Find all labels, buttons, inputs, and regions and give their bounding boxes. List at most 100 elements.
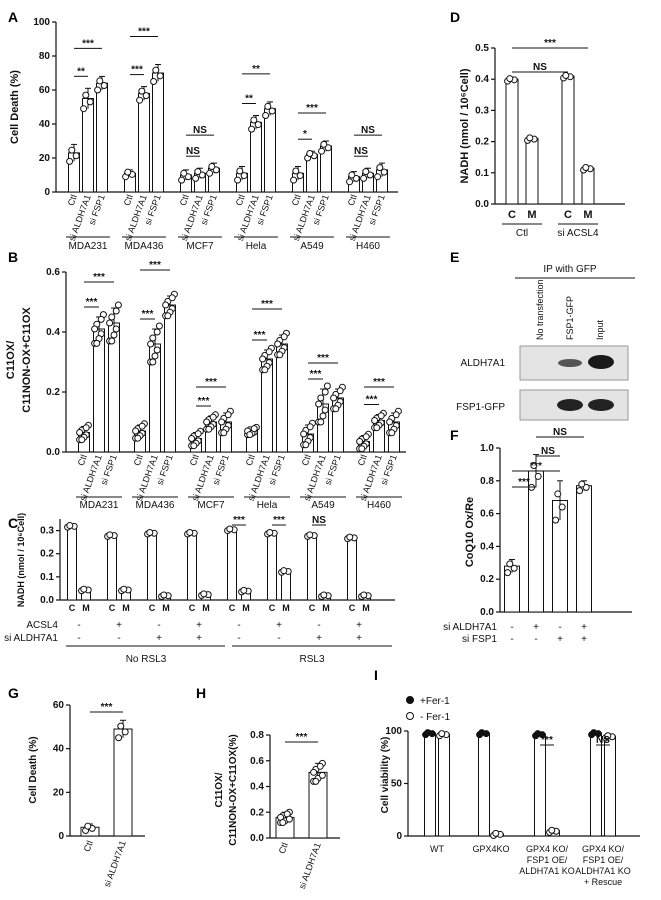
chart-c-condition-sign: +	[356, 633, 362, 644]
chart-b-point	[300, 430, 308, 438]
chart-b-ylabel: C11NON-OX+C11OX	[21, 307, 33, 413]
chart-a-bar	[138, 92, 150, 193]
chart-b-point	[138, 422, 146, 430]
panel-label-b: B	[8, 249, 18, 265]
chart-c-condition-label: No RSL3	[126, 654, 167, 665]
chart-g-point	[84, 822, 92, 830]
chart-c-significance: ***	[233, 515, 245, 526]
chart-f-significance: ***	[530, 461, 542, 472]
chart-f-significance: NS	[541, 446, 555, 457]
blot-band	[557, 399, 583, 411]
panel-label-c: C	[8, 515, 18, 531]
chart-c-tick-label: C	[309, 603, 316, 613]
chart-a-bar	[152, 72, 164, 193]
chart-c-y-tick-label: 0.1	[40, 572, 54, 583]
chart-b-point	[162, 301, 170, 309]
chart-c-significance: ***	[273, 515, 285, 526]
chart-d-significance: ***	[544, 38, 556, 49]
chart-b-point	[276, 351, 284, 359]
chart-a-point	[138, 87, 146, 95]
chart-f-condition-sign: +	[581, 634, 587, 645]
chart-b-significance: ***	[366, 395, 378, 406]
chart-b-point	[132, 427, 140, 435]
chart-c-tick-label: C	[229, 603, 236, 613]
chart-h-y-tick-label: 0.0	[250, 833, 264, 844]
chart-i-tick-label: + Rescue	[584, 877, 622, 887]
chart-b-point	[91, 325, 99, 333]
chart-a-significance: ***	[82, 38, 94, 49]
chart-f-point	[578, 480, 586, 488]
chart-b-point	[218, 418, 226, 426]
chart-g-y-tick-label: 40	[53, 744, 65, 755]
chart-a-group-label: A549	[300, 241, 324, 252]
chart-a-point	[80, 105, 88, 113]
chart-b-point	[112, 307, 120, 315]
chart-a-point	[346, 178, 354, 186]
chart-i-point	[604, 732, 612, 740]
chart-a-group-label: MDA231	[69, 241, 108, 252]
chart-c-condition-sign: +	[276, 620, 282, 631]
chart-b-point	[134, 434, 142, 442]
chart-d-bar	[525, 137, 539, 205]
legend-marker-plus-fer1	[406, 696, 414, 704]
chart-i-bar	[590, 732, 602, 837]
panel-label-f: F	[450, 427, 459, 443]
chart-b-significance: ***	[254, 330, 266, 341]
chart-b-point	[97, 315, 105, 323]
chart-b-tick-label: Ctl	[356, 453, 369, 467]
chart-h-point	[285, 815, 293, 823]
chart-d-y-tick-label: 0.0	[475, 199, 489, 210]
chart-b-point	[151, 352, 159, 360]
chart-b-point	[78, 436, 86, 444]
chart-c-point	[360, 591, 368, 599]
chart-h-point	[312, 777, 320, 785]
chart-c-point	[306, 531, 314, 539]
chart-g-tick-label: si ALDH7A1	[102, 839, 128, 888]
chart-c-point	[280, 567, 288, 575]
chart-g-y-tick-label: 20	[53, 787, 65, 798]
chart-a-point	[268, 107, 276, 115]
chart-a-tick-label: Ctl	[66, 193, 79, 207]
chart-c-point	[120, 585, 128, 593]
chart-i-tick-label: ALDH7A1 KO	[519, 866, 575, 876]
blot-lane-label: No transfection	[535, 279, 545, 340]
chart-b-significance: ***	[261, 299, 273, 310]
blot-band	[588, 355, 614, 369]
chart-g-point	[117, 722, 125, 730]
chart-a-point	[94, 86, 102, 94]
chart-f-significance: ***	[518, 477, 530, 488]
chart-b-point	[220, 429, 228, 437]
chart-c-point	[200, 590, 208, 598]
chart-g-point	[121, 728, 129, 736]
chart-b-point	[188, 435, 196, 442]
chart-b-point	[323, 382, 331, 390]
chart-b-point	[274, 340, 282, 348]
chart-c-bar	[267, 532, 277, 601]
chart-i-bar	[424, 732, 436, 837]
chart-b-bar	[93, 328, 105, 453]
chart-b-y-tick-label: 0.0	[46, 447, 60, 458]
chart-f-point	[558, 503, 566, 511]
chart-d-point	[526, 134, 534, 142]
chart-b-y-tick-label: 0.6	[46, 267, 60, 278]
chart-f-condition-sign: +	[533, 622, 539, 633]
chart-d-tick-label: M	[527, 209, 536, 221]
panel-label-a: A	[8, 9, 18, 25]
chart-c-y-tick-label: 0.2	[40, 549, 54, 560]
chart-a-point	[66, 157, 74, 165]
chart-c-tick-label: M	[162, 603, 170, 613]
chart-a-y-tick-label: 80	[39, 51, 51, 62]
chart-a-point	[296, 172, 304, 180]
chart-a-point	[348, 171, 356, 179]
chart-a-bar	[250, 121, 262, 193]
chart-i-point	[548, 826, 556, 834]
chart-b-point	[317, 418, 325, 426]
chart-c-condition-sign: +	[316, 633, 322, 644]
chart-a-tick-label: Ctl	[290, 193, 303, 207]
chart-c-condition-sign: -	[157, 620, 160, 631]
chart-b-group-label: Hela	[257, 500, 278, 511]
legend-marker-minus-fer1	[406, 712, 414, 720]
chart-c-condition-sign: -	[277, 633, 280, 644]
chart-b-significance: ***	[373, 377, 385, 388]
chart-b-point	[76, 429, 84, 436]
